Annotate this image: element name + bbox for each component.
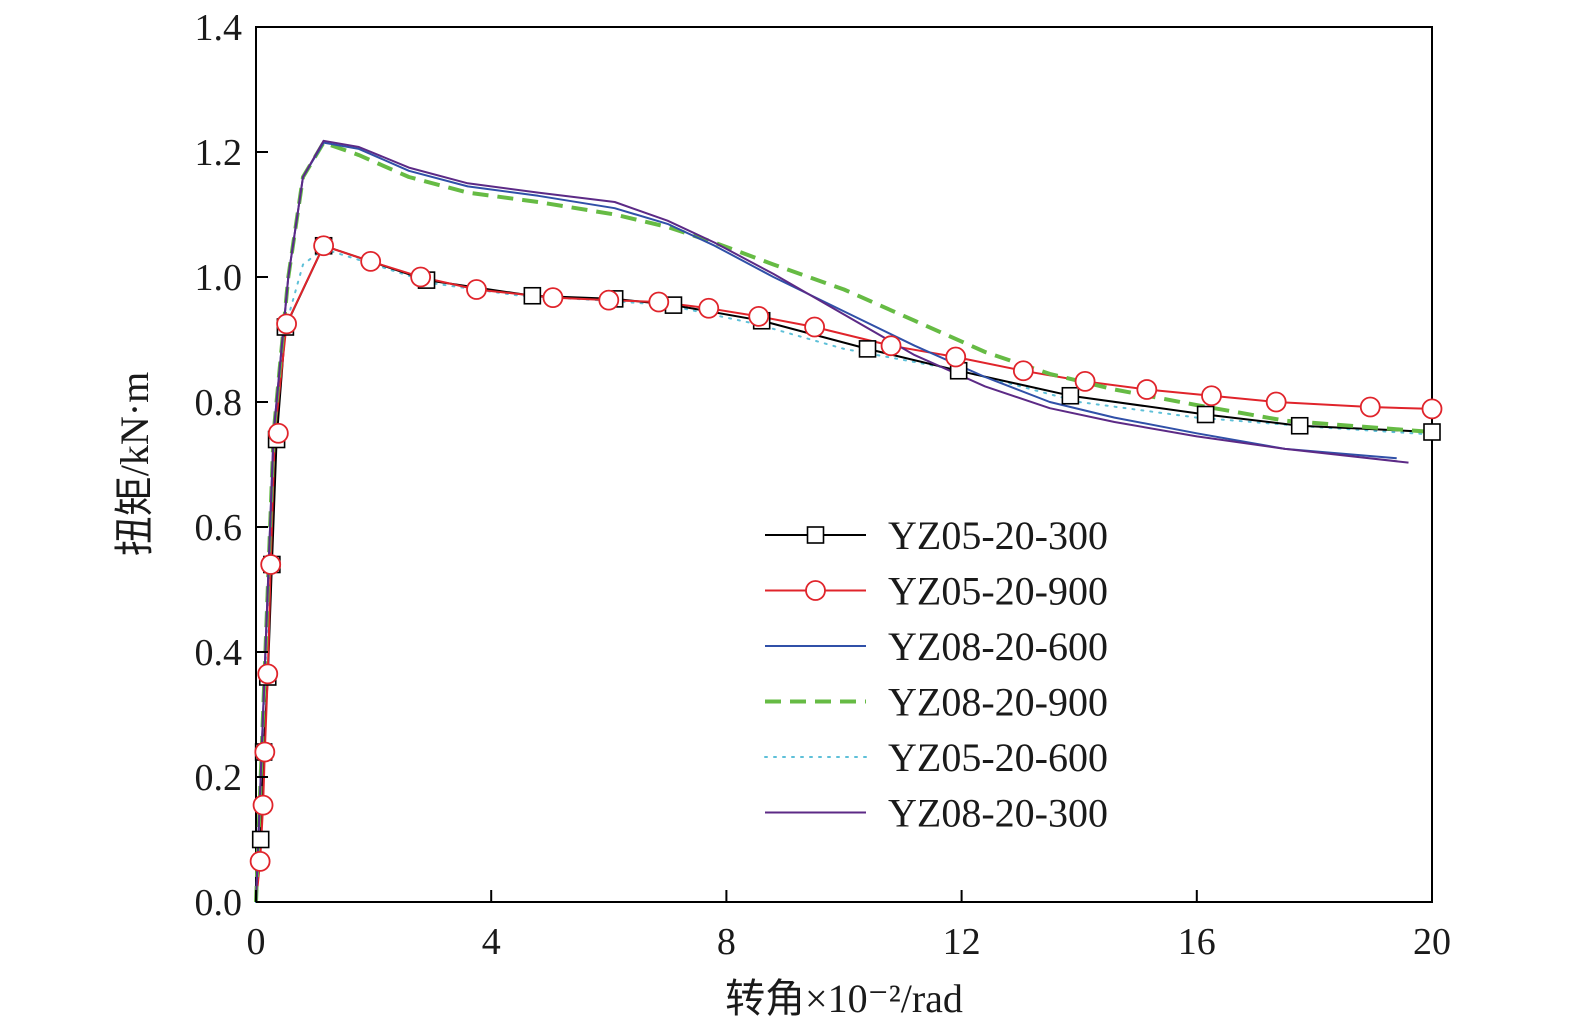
y-tick-label: 0.2 (195, 757, 243, 799)
marker-circle (1359, 396, 1381, 418)
marker-circle (466, 279, 487, 300)
legend-label: YZ05-20-300 (888, 513, 1108, 558)
x-tick-label: 8 (717, 921, 736, 963)
legend: YZ05-20-300 YZ05-20-900 YZ08-20-600 YZ08-20… (764, 513, 1108, 836)
legend-label: YZ08-20-900 (888, 680, 1108, 725)
legend-label: YZ08-20-300 (888, 791, 1108, 836)
marker-circle (1201, 385, 1222, 407)
marker-square (858, 340, 877, 358)
series-line-yz05-20-600 (255, 247, 1433, 903)
y-axis: 0.0 0.2 0.4 0.6 0.8 1.0 1.2 1.4 (195, 7, 268, 924)
marker-circle (880, 335, 902, 357)
marker-circle (648, 291, 670, 313)
marker-circle (1265, 391, 1287, 413)
x-tick-label: 16 (1178, 921, 1216, 963)
marker-circle (698, 297, 720, 319)
marker-circle (410, 266, 432, 288)
marker-circle (748, 305, 770, 327)
y-axis-title: 扭矩/kN·m (112, 372, 157, 556)
y-tick-label: 0.0 (195, 882, 243, 924)
legend-label: YZ05-20-900 (888, 569, 1108, 614)
y-tick-label: 1.2 (195, 132, 243, 174)
marker-circle (1136, 379, 1158, 400)
legend-item: YZ08-20-300 (765, 791, 1108, 836)
marker-layer (249, 235, 1443, 872)
y-tick-label: 0.6 (195, 507, 243, 549)
legend-item: YZ08-20-600 (765, 624, 1108, 669)
marker-circle (254, 741, 276, 763)
series-line-yz08-20-600 (255, 141, 1397, 903)
marker-circle (276, 313, 297, 335)
marker-circle (252, 794, 274, 816)
marker-square (523, 286, 542, 305)
marker-circle (542, 287, 564, 309)
x-tick-label: 20 (1413, 921, 1451, 963)
marker-circle (598, 289, 620, 311)
series-layer (254, 139, 1433, 903)
marker-circle (267, 422, 289, 444)
x-axis-title: 转角×10⁻²/rad (725, 976, 963, 1021)
series-line-yz08-20-900 (254, 140, 1433, 903)
series-line-yz08-20-300 (255, 139, 1409, 903)
marker-circle (313, 235, 335, 257)
y-tick-label: 1.0 (195, 257, 243, 299)
x-tick-label: 4 (482, 921, 501, 963)
marker-circle (257, 663, 279, 685)
marker-square (1196, 405, 1215, 424)
series-line-yz05-20-900 (255, 244, 1433, 903)
marker-circle (945, 346, 967, 368)
legend-item: YZ05-20-900 (765, 569, 1108, 614)
legend-marker-circle (805, 580, 826, 601)
legend-item: YZ05-20-600 (764, 735, 1108, 780)
marker-square (1423, 423, 1441, 441)
marker-circle (1421, 398, 1443, 420)
x-axis: 0 4 8 12 16 20 (247, 890, 1451, 963)
legend-label: YZ05-20-600 (888, 735, 1108, 780)
marker-circle (360, 250, 382, 272)
y-tick-label: 0.4 (195, 632, 243, 674)
legend-label: YZ08-20-600 (888, 624, 1108, 669)
legend-marker-square (806, 526, 825, 544)
legend-item: YZ05-20-300 (765, 513, 1108, 558)
legend-item: YZ08-20-900 (765, 680, 1108, 725)
marker-square (251, 830, 270, 849)
plot-frame (255, 26, 1433, 903)
x-tick-label: 12 (943, 921, 981, 963)
y-tick-label: 0.8 (195, 382, 243, 424)
marker-circle (1074, 370, 1096, 392)
y-tick-label: 1.4 (195, 7, 243, 49)
marker-square (1061, 386, 1080, 405)
marker-circle (249, 850, 271, 872)
marker-square (1290, 416, 1309, 435)
marker-circle (260, 554, 282, 575)
marker-circle (1012, 360, 1034, 382)
x-tick-label: 0 (247, 921, 266, 963)
series-line-yz05-20-300 (255, 244, 1433, 903)
marker-circle (804, 316, 825, 338)
